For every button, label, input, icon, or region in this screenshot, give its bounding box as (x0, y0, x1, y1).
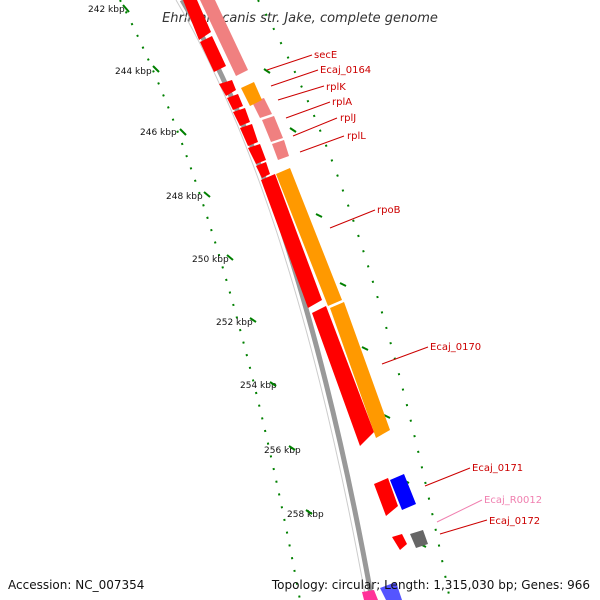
scale-tick (269, 381, 277, 387)
gene-feature[interactable] (262, 116, 283, 142)
scale-tick (179, 128, 187, 136)
label-leader (299, 135, 345, 153)
scale-label: 256 kbp (264, 446, 301, 456)
label-leader (292, 117, 338, 137)
topology-text: Topology: circular; Length: 1,315,030 bp… (271, 578, 590, 592)
gene-feature[interactable] (200, 0, 248, 76)
label-leader (439, 519, 488, 535)
scale-label: 244 kbp (115, 67, 152, 77)
scale-label: 246 kbp (140, 128, 177, 138)
scale-tick (152, 65, 160, 73)
gene-label[interactable]: Ecaj_0171 (472, 463, 523, 474)
genome-backbone-inner (175, 0, 367, 600)
scale-tick (339, 282, 347, 287)
gene-feature[interactable] (362, 590, 378, 600)
scale-tick (122, 4, 130, 13)
gene-feature[interactable] (248, 144, 266, 164)
gene-label[interactable]: Ecaj_R0012 (484, 495, 542, 506)
label-leader (329, 209, 376, 229)
scale-tick (315, 213, 323, 218)
gene-label[interactable]: rplJ (340, 113, 356, 124)
gene-feature[interactable] (390, 474, 416, 510)
gene-feature[interactable] (410, 530, 428, 548)
label-leader (277, 85, 325, 101)
gene-feature[interactable] (392, 534, 407, 550)
gene-feature[interactable] (374, 478, 398, 516)
scale-label: 242 kbp (88, 5, 125, 15)
scale-tick (305, 509, 313, 515)
gene-feature[interactable] (330, 302, 390, 438)
gene-feature[interactable] (312, 306, 374, 446)
scale-tick (289, 127, 297, 133)
scale-track-inner (119, 0, 301, 600)
gene-feature[interactable] (252, 98, 272, 118)
label-leader (381, 346, 429, 365)
gene-label[interactable]: rpoB (377, 205, 401, 216)
gene-feature[interactable] (183, 0, 211, 40)
gene-feature[interactable] (240, 124, 258, 146)
gene-label[interactable]: Ecaj_0172 (489, 516, 540, 527)
gene-label[interactable]: Ecaj_0164 (320, 65, 371, 76)
gene-feature[interactable] (380, 582, 402, 600)
label-leader (424, 467, 471, 487)
map-title: Ehrlichia canis str. Jake, complete geno… (162, 11, 438, 26)
gene-feature[interactable] (272, 140, 289, 160)
gene-feature[interactable] (261, 174, 322, 308)
label-leader (266, 54, 313, 71)
scale-tick (226, 254, 234, 261)
scale-tick (383, 414, 391, 419)
gene-feature[interactable] (241, 82, 262, 106)
scale-label: 252 kbp (216, 318, 253, 328)
gene-label[interactable]: rplA (332, 97, 352, 108)
scale-tick (361, 346, 369, 351)
scale-tick (249, 317, 257, 323)
gene-feature[interactable] (233, 108, 250, 126)
gene-feature[interactable] (256, 162, 270, 178)
gene-feature[interactable] (276, 168, 342, 306)
scale-label: 254 kbp (240, 381, 277, 391)
accession-text: Accession: NC_007354 (8, 578, 145, 592)
scale-label: 258 kbp (287, 510, 324, 520)
scale-tick (263, 68, 271, 74)
gene-label[interactable]: rplK (326, 82, 346, 93)
label-leader (270, 69, 319, 87)
label-leader (436, 499, 483, 523)
gene-feature[interactable] (200, 36, 226, 72)
scale-tick (203, 191, 211, 198)
scale-tick (288, 445, 296, 451)
gene-label[interactable]: Ecaj_0170 (430, 342, 481, 353)
gene-label[interactable]: secE (314, 50, 337, 61)
label-leader (285, 101, 331, 119)
scale-label: 248 kbp (166, 192, 203, 202)
gene-label[interactable]: rplL (347, 131, 366, 142)
gene-feature[interactable] (219, 80, 236, 96)
gene-feature[interactable] (227, 94, 243, 110)
scale-label: 250 kbp (192, 255, 229, 265)
